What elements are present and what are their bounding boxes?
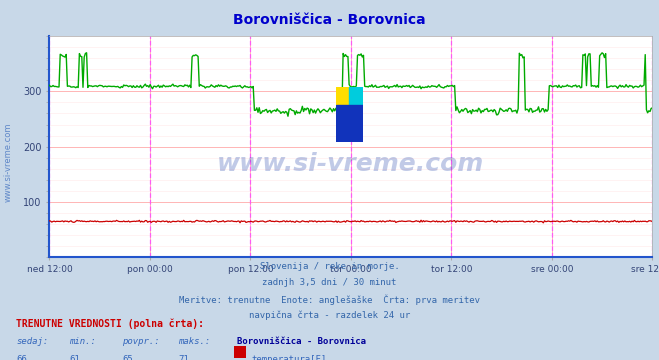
Text: maks.:: maks.: <box>178 337 210 346</box>
Text: 66: 66 <box>16 355 27 360</box>
Text: www.si-vreme.com: www.si-vreme.com <box>217 152 484 176</box>
Text: temperatura[F]: temperatura[F] <box>252 355 327 360</box>
Text: Meritve: trenutne  Enote: anglešaške  Črta: prva meritev: Meritve: trenutne Enote: anglešaške Črta… <box>179 294 480 305</box>
Text: 71: 71 <box>178 355 188 360</box>
Text: 65: 65 <box>122 355 132 360</box>
Text: Borovniščica - Borovnica: Borovniščica - Borovnica <box>233 13 426 27</box>
Text: Slovenija / reke in morje.: Slovenija / reke in morje. <box>260 262 399 271</box>
Text: min.:: min.: <box>69 337 96 346</box>
Text: TRENUTNE VREDNOSTI (polna črta):: TRENUTNE VREDNOSTI (polna črta): <box>16 319 204 329</box>
Text: sedaj:: sedaj: <box>16 337 49 346</box>
Text: 61: 61 <box>69 355 80 360</box>
Text: Borovniščica - Borovnica: Borovniščica - Borovnica <box>237 337 366 346</box>
Text: www.si-vreme.com: www.si-vreme.com <box>3 122 13 202</box>
Text: zadnjh 3,5 dni / 30 minut: zadnjh 3,5 dni / 30 minut <box>262 278 397 287</box>
Text: povpr.:: povpr.: <box>122 337 159 346</box>
Text: navpična črta - razdelek 24 ur: navpična črta - razdelek 24 ur <box>249 311 410 320</box>
